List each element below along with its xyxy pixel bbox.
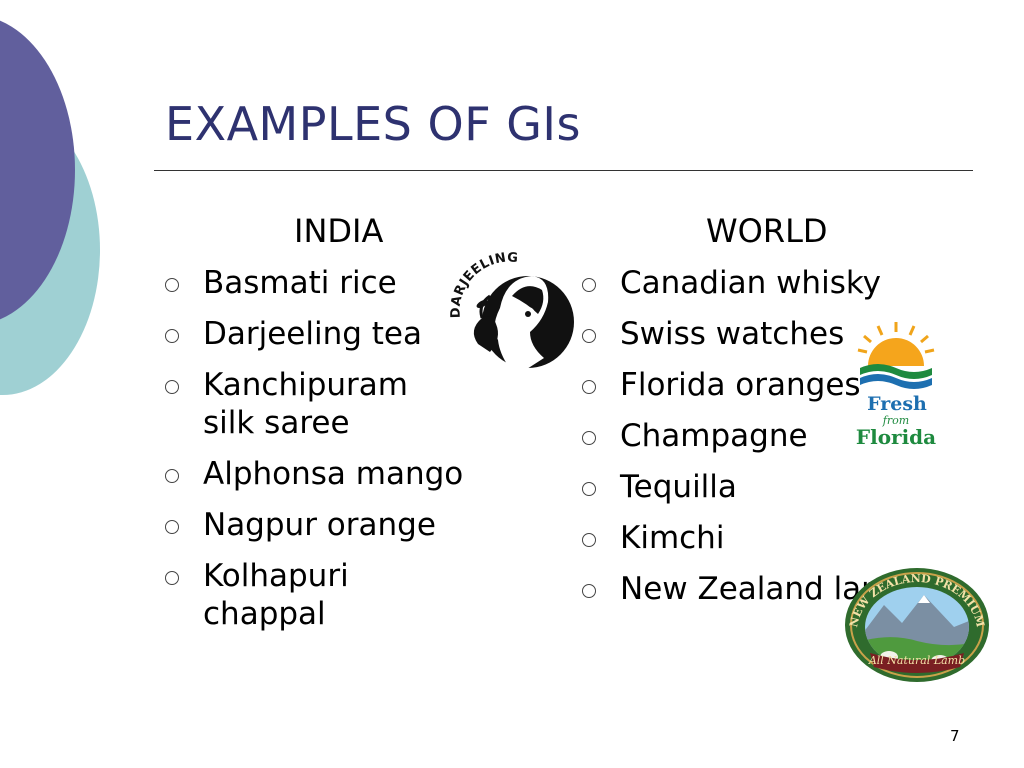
list-item-label: Alphonsa mango xyxy=(203,456,464,492)
bullet-icon xyxy=(582,584,596,598)
list-item: Basmati rice xyxy=(165,264,465,302)
fresh-from-florida-logo: Fresh from Florida xyxy=(854,320,938,450)
list-item-label: Kolhapuri chappal xyxy=(203,558,349,632)
slide-title: EXAMPLES OF GIs xyxy=(165,97,581,151)
florida-logo-line2: from xyxy=(882,414,909,427)
bullet-icon xyxy=(165,520,179,534)
list-item: Tequilla xyxy=(582,468,962,506)
page-number: 7 xyxy=(950,727,960,745)
bullet-icon xyxy=(165,329,179,343)
bullet-icon xyxy=(165,469,179,483)
list-item-label: Basmati rice xyxy=(203,265,397,301)
darjeeling-tea-logo: DARJEELING xyxy=(442,248,574,380)
list-item: Nagpur orange xyxy=(165,506,465,544)
bullet-icon xyxy=(165,380,179,394)
india-list: Basmati rice Darjeeling tea Kanchipuram … xyxy=(165,264,465,646)
bullet-icon xyxy=(582,380,596,394)
list-item: Florida oranges xyxy=(582,366,962,404)
world-heading: WORLD xyxy=(706,212,828,250)
nz-lamb-seal: NEW ZEALAND PREMIUM All Natural Lamb xyxy=(844,565,990,683)
list-item: Swiss watches xyxy=(582,315,962,353)
world-list: Canadian whisky Swiss watches Florida or… xyxy=(582,264,962,621)
list-item: Champagne xyxy=(582,417,962,455)
bullet-icon xyxy=(582,329,596,343)
list-item-label: Nagpur orange xyxy=(203,507,436,543)
bullet-icon xyxy=(582,278,596,292)
bullet-icon xyxy=(165,571,179,585)
list-item-label: Champagne xyxy=(620,418,808,454)
list-item: Kolhapuri chappal xyxy=(165,557,465,633)
list-item: Darjeeling tea xyxy=(165,315,465,353)
list-item-label: Darjeeling tea xyxy=(203,316,422,352)
list-item: Kimchi xyxy=(582,519,962,557)
list-item: Canadian whisky xyxy=(582,264,962,302)
list-item-label: Florida oranges xyxy=(620,367,861,403)
list-item: Alphonsa mango xyxy=(165,455,465,493)
title-divider xyxy=(154,170,973,171)
india-heading: INDIA xyxy=(294,212,384,250)
list-item-label: Kimchi xyxy=(620,520,725,556)
bullet-icon xyxy=(165,278,179,292)
bullet-icon xyxy=(582,482,596,496)
list-item-label: Canadian whisky xyxy=(620,265,882,301)
bullet-icon xyxy=(582,533,596,547)
florida-logo-line3: Florida xyxy=(856,425,936,449)
bullet-icon xyxy=(582,431,596,445)
nz-seal-banner-text: All Natural Lamb xyxy=(868,654,965,667)
list-item-label: Tequilla xyxy=(620,469,737,505)
list-item-label: Swiss watches xyxy=(620,316,845,352)
list-item: Kanchipuram silk saree xyxy=(165,366,465,442)
florida-logo-line1: Fresh xyxy=(867,393,927,415)
list-item-label: Kanchipuram silk saree xyxy=(203,367,408,441)
